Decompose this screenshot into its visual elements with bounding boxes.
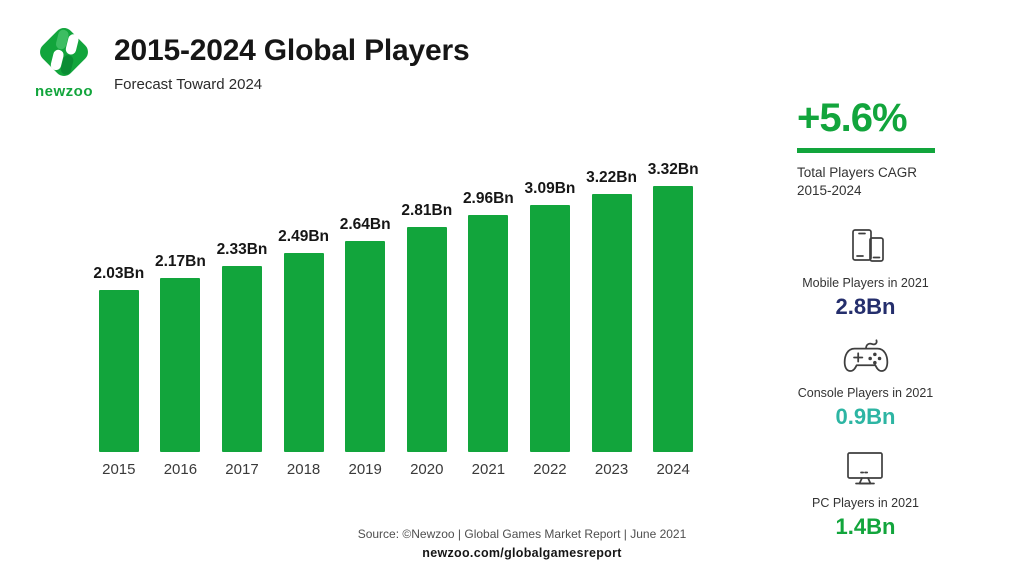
bar-value-label: 3.09Bn bbox=[524, 179, 576, 197]
bar-value-label: 2.17Bn bbox=[154, 253, 206, 271]
source-text: Source: ©Newzoo | Global Games Market Re… bbox=[357, 527, 687, 541]
bar-group: 2.64Bn bbox=[334, 216, 396, 452]
bar-group: 2.96Bn bbox=[458, 190, 520, 452]
bar bbox=[653, 186, 694, 452]
cagr-label-line2: 2015-2024 bbox=[797, 183, 862, 199]
newzoo-logo-block: newzoo bbox=[28, 22, 100, 100]
bar bbox=[468, 215, 509, 452]
bar-value-label: 2.03Bn bbox=[93, 264, 145, 282]
cagr-label-line1: Total Players CAGR bbox=[797, 165, 918, 180]
newzoo-wordmark: newzoo bbox=[35, 83, 93, 100]
year-label: 2022 bbox=[533, 461, 567, 478]
bar-group: 2.33Bn bbox=[211, 241, 273, 452]
pc-players-label: PC Players in 2021 bbox=[811, 496, 919, 511]
global-players-bar-chart: 2.03Bn 2.17Bn 2.33Bn 2.49Bn 2.64Bn 2.81Bn 2.96… bbox=[88, 150, 704, 478]
year-label: 2016 bbox=[163, 461, 198, 478]
gamepad-icon bbox=[841, 333, 891, 381]
bar-value-label: 2.81Bn bbox=[401, 202, 453, 220]
bar-group: 3.09Bn bbox=[519, 180, 581, 452]
bar-group: 2.03Bn bbox=[88, 265, 150, 452]
year-label: 2019 bbox=[348, 461, 382, 478]
bar-value-label: 2.33Bn bbox=[216, 240, 268, 258]
bar bbox=[591, 194, 632, 452]
cagr-value: +5.6% bbox=[797, 96, 908, 140]
page-title: 2015-2024 Global Players bbox=[114, 34, 470, 67]
bar-value-label: 2.49Bn bbox=[278, 227, 329, 245]
bar-value-label: 2.96Bn bbox=[462, 190, 514, 208]
year-label: 2021 bbox=[471, 461, 506, 478]
console-players-value: 0.9Bn bbox=[835, 404, 896, 430]
year-axis: 2015 2016 2017 2018 2019 2020 2021 2022 2023 2024 bbox=[88, 461, 704, 478]
mobile-players-value: 2.8Bn bbox=[835, 294, 896, 320]
bar-value-label: 2.64Bn bbox=[339, 215, 391, 233]
bar bbox=[406, 227, 447, 452]
year-label: 2015 bbox=[102, 461, 136, 478]
year-label: 2020 bbox=[410, 461, 444, 478]
cagr-underline bbox=[797, 148, 935, 153]
year-label: 2024 bbox=[656, 461, 690, 478]
page-subtitle: Forecast Toward 2024 bbox=[114, 76, 263, 93]
bars: 2.03Bn 2.17Bn 2.33Bn 2.49Bn 2.64Bn 2.81Bn 2.96… bbox=[88, 150, 704, 452]
title-block: 2015-2024 Global Players Forecast Toward… bbox=[114, 34, 470, 93]
bar bbox=[221, 265, 262, 452]
bar-group: 2.17Bn bbox=[150, 253, 212, 452]
bar-group: 3.22Bn bbox=[581, 169, 643, 452]
bar-group: 3.32Bn bbox=[642, 161, 704, 452]
year-label: 2023 bbox=[594, 461, 629, 478]
year-label: 2018 bbox=[286, 461, 321, 478]
report-url-link[interactable]: newzoo.com/globalgamesreport bbox=[422, 546, 622, 560]
bar-value-label: 3.32Bn bbox=[647, 161, 699, 179]
pc-players-stat: PC Players in 2021 1.4Bn bbox=[812, 443, 919, 540]
mobile-devices-icon bbox=[844, 223, 888, 271]
cagr-label: Total Players CAGR 2015-2024 bbox=[797, 164, 938, 200]
console-players-label: Console Players in 2021 bbox=[797, 386, 934, 401]
pc-players-value: 1.4Bn bbox=[835, 514, 896, 540]
bar bbox=[529, 204, 570, 452]
footer: Source: ©Newzoo | Global Games Market Re… bbox=[20, 527, 1024, 562]
stats-sidebar: +5.6% Total Players CAGR 2015-2024 bbox=[793, 96, 938, 553]
cagr-block: +5.6% Total Players CAGR 2015-2024 bbox=[793, 96, 938, 200]
bar bbox=[345, 240, 386, 452]
bar-value-label: 3.22Bn bbox=[586, 169, 637, 187]
mobile-players-stat: Mobile Players in 2021 2.8Bn bbox=[802, 223, 929, 320]
bar bbox=[98, 289, 139, 452]
platform-stats: Mobile Players in 2021 2.8Bn Console P bbox=[793, 223, 938, 553]
bar-group: 2.49Bn bbox=[273, 228, 335, 452]
newzoo-logo-icon bbox=[40, 28, 88, 76]
console-players-stat: Console Players in 2021 0.9Bn bbox=[797, 333, 934, 430]
bar bbox=[283, 252, 324, 452]
mobile-players-label: Mobile Players in 2021 bbox=[802, 276, 929, 291]
bar bbox=[160, 278, 201, 452]
year-label: 2017 bbox=[225, 461, 259, 478]
monitor-icon bbox=[842, 443, 888, 491]
bar-group: 2.81Bn bbox=[396, 202, 458, 452]
